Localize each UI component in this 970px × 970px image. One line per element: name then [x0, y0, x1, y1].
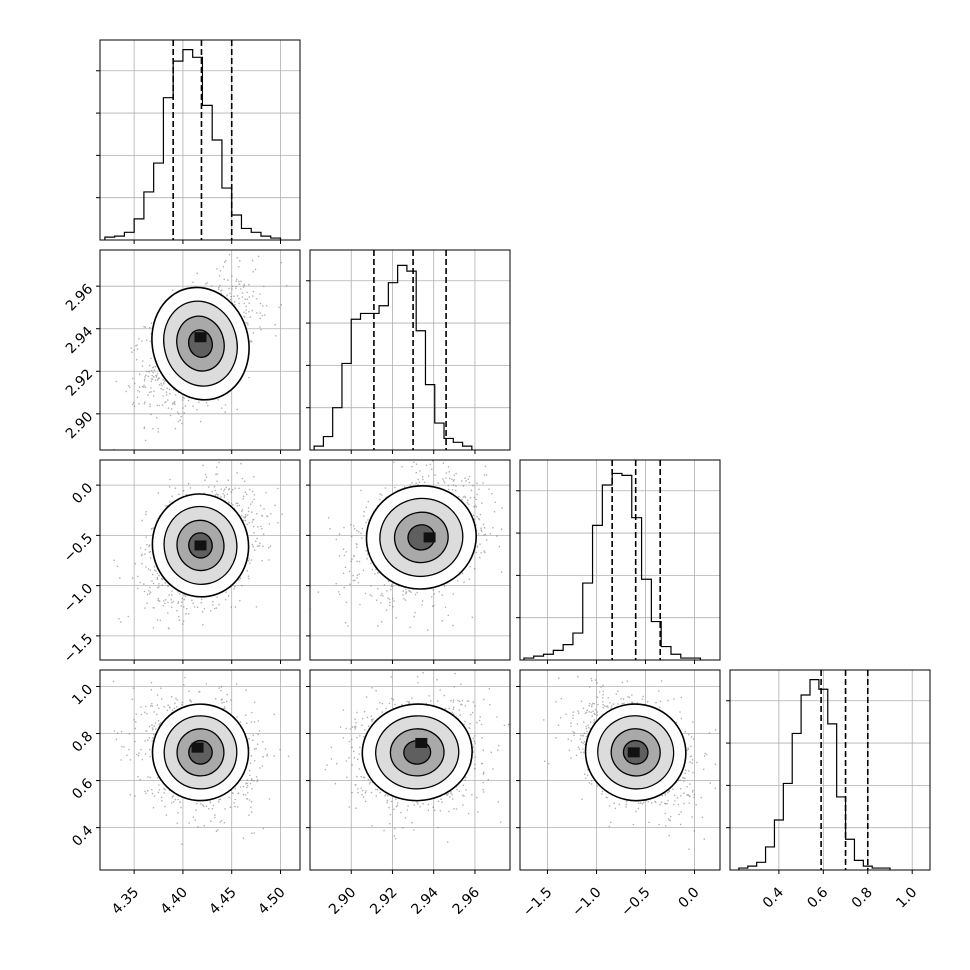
density-layer	[100, 250, 300, 450]
x-tick-label: −0.5	[618, 884, 653, 919]
histogram-step-line	[523, 472, 701, 660]
density-frame-1-2	[309, 459, 511, 661]
histogram-step-line	[738, 679, 891, 870]
density-panel-1-3	[310, 670, 510, 870]
density-panel-0-2	[100, 460, 300, 660]
x-tick-label: 2.96	[450, 884, 483, 917]
y-tick-label: 2.94	[63, 324, 96, 357]
x-tick-label: −1.5	[520, 884, 555, 919]
y-tick-label: 0.0	[69, 480, 96, 507]
histogram-frame-0	[99, 39, 301, 241]
density-peak	[423, 532, 436, 543]
y-tick-label: 0.8	[69, 729, 96, 756]
histogram-panel-0	[96, 40, 300, 240]
density-panel-0-3	[100, 670, 300, 870]
density-peak	[191, 742, 204, 753]
histogram-step-line	[313, 264, 473, 450]
density-frame-0-3	[99, 669, 301, 871]
x-tick-label: 2.90	[326, 884, 359, 917]
density-frame-2-3	[519, 669, 721, 871]
y-tick-label: 2.92	[63, 366, 96, 399]
x-tick-label: 0.8	[849, 884, 876, 911]
y-tick-label: 2.90	[63, 409, 96, 442]
histogram-panel-1	[306, 250, 510, 450]
y-tick-label: −1.0	[61, 581, 96, 616]
x-tick-label: 0.0	[676, 884, 703, 911]
y-tick-label: −1.5	[61, 631, 96, 666]
y-tick-label: 2.96	[63, 281, 96, 314]
histogram-panel-2	[516, 460, 720, 660]
x-tick-label: 4.45	[206, 884, 239, 917]
histogram-frame-1	[309, 249, 511, 451]
y-tick-label: −0.5	[61, 530, 96, 565]
density-frame-1-3	[309, 669, 511, 871]
x-tick-label: 0.4	[760, 884, 787, 911]
density-layer	[520, 670, 720, 870]
density-peak	[194, 540, 207, 551]
x-tick-label: −1.0	[569, 884, 604, 919]
density-peak	[194, 332, 207, 343]
density-panel-0-1	[100, 250, 300, 450]
y-tick-label: 1.0	[69, 681, 96, 708]
density-panel-1-2	[310, 460, 510, 660]
x-tick-label: 2.92	[367, 884, 400, 917]
x-tick-label: 2.94	[408, 884, 441, 917]
histogram-frame-2	[519, 459, 721, 661]
histogram-panel-3	[726, 670, 930, 870]
x-tick-label: 1.0	[893, 884, 920, 911]
y-tick-label: 0.4	[69, 823, 96, 850]
density-layer	[100, 460, 300, 660]
histogram-step-line	[104, 49, 282, 240]
x-tick-label: 4.35	[109, 884, 142, 917]
x-tick-label: 4.50	[255, 884, 288, 917]
density-layer	[310, 670, 510, 870]
density-frame-0-2	[99, 459, 301, 661]
density-peak	[627, 747, 640, 758]
density-frame-0-1	[99, 249, 301, 451]
density-layer	[100, 670, 300, 870]
density-panel-2-3	[520, 670, 720, 870]
y-tick-label: 0.6	[69, 776, 96, 803]
x-tick-label: 4.40	[158, 884, 191, 917]
histogram-frame-3	[729, 669, 931, 871]
density-peak	[415, 737, 428, 748]
density-layer	[310, 460, 510, 660]
x-tick-label: 0.6	[804, 884, 831, 911]
